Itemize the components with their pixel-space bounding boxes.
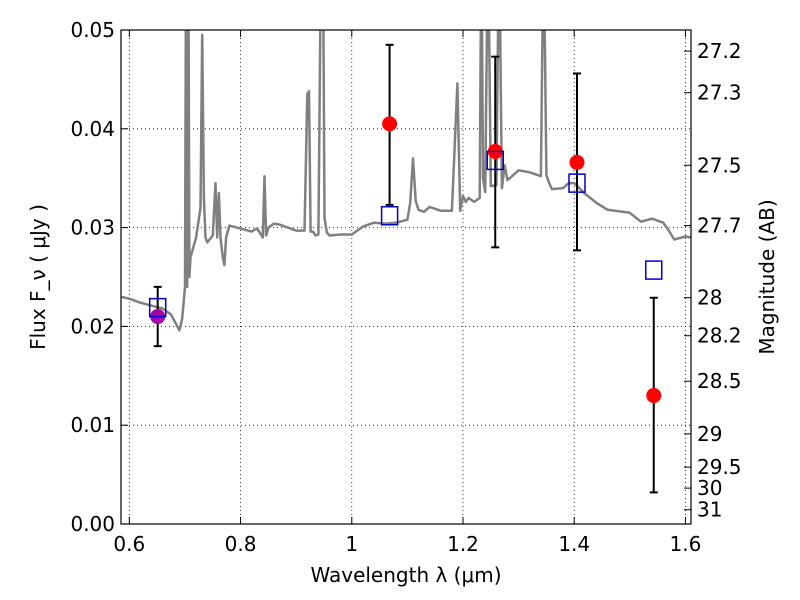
x-tick-label: 1: [345, 532, 358, 556]
model-point: [148, 297, 167, 318]
spectrum-line: [121, 30, 691, 332]
plot-frame: [120, 29, 692, 525]
x-tick-label: 1.2: [447, 532, 479, 556]
spectrum-layer: [121, 30, 691, 332]
mag-tick-label: 27.7: [697, 214, 742, 238]
mag-tick-label: 27.2: [697, 39, 742, 63]
mag-tick-label: 27.5: [697, 153, 742, 177]
mag-tick-label: 28: [697, 286, 722, 310]
tick-labels: 0.6 0.8 1 1.2 1.4 1.6 0.00 0.01 0.02 0.03 0.04 0.05…: [70, 18, 741, 556]
mag-tick-label: 28.2: [697, 324, 742, 348]
x-tick-label: 1.4: [558, 532, 590, 556]
y-tick-label: 0.00: [70, 512, 115, 536]
y-tick-label: 0.01: [70, 413, 115, 437]
mag-tick-label: 29: [697, 422, 722, 446]
grid: [121, 30, 691, 524]
model-point: [380, 205, 399, 226]
y-tick-label: 0.05: [70, 18, 115, 42]
model-layer: [148, 150, 663, 318]
model-point: [644, 260, 663, 280]
observed-point: [569, 154, 585, 170]
model-point: [568, 173, 586, 193]
y-tick-label: 0.02: [70, 314, 115, 338]
y-axis-title: Flux F_ν ( μJy ): [26, 204, 50, 350]
ticks: [121, 29, 691, 525]
observed-point: [382, 116, 398, 132]
right-axis-title: Magnitude (AB): [755, 199, 779, 354]
x-tick-label: 0.6: [113, 532, 145, 556]
mag-tick-label: 29.5: [697, 455, 742, 479]
mag-tick-label: 30: [697, 476, 722, 500]
mag-tick-label: 31: [697, 498, 722, 522]
x-tick-label: 0.8: [225, 532, 257, 556]
mag-tick-label: 27.3: [697, 81, 742, 105]
observed-point: [646, 388, 662, 404]
mag-tick-label: 28.5: [697, 369, 742, 393]
plot-area: [121, 30, 691, 524]
y-tick-label: 0.03: [70, 216, 115, 240]
model-point: [486, 150, 505, 171]
y-tick-label: 0.04: [70, 117, 115, 141]
x-axis-title: Wavelength λ (μm): [310, 563, 501, 587]
x-tick-label: 1.6: [670, 532, 702, 556]
